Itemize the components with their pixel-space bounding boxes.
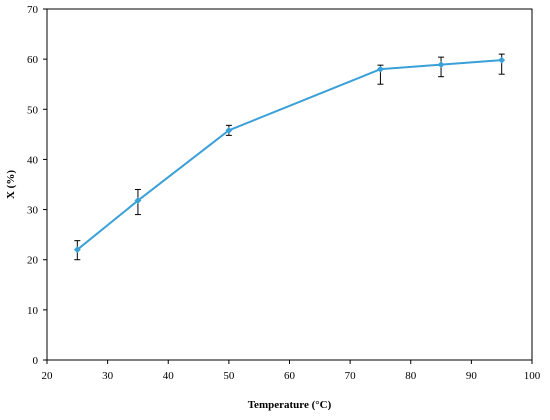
- y-tick-label: 60: [27, 54, 39, 66]
- x-tick-label: 70: [345, 370, 357, 382]
- y-tick-label: 30: [27, 205, 39, 217]
- x-tick-label: 100: [524, 370, 541, 382]
- x-tick-label: 40: [163, 370, 175, 382]
- y-tick-label: 70: [27, 4, 39, 16]
- x-tick-label: 90: [466, 370, 478, 382]
- x-tick-label: 30: [102, 370, 114, 382]
- x-tick-label: 60: [284, 370, 296, 382]
- y-tick-label: 40: [27, 154, 39, 166]
- y-tick-label: 10: [27, 305, 39, 317]
- error-bars: [74, 53, 505, 261]
- data-point: [225, 126, 233, 134]
- data-point: [134, 196, 142, 205]
- series-line: [76, 59, 502, 251]
- data-point: [376, 65, 384, 73]
- axes: 20 30 40 50 60 70 80 90 100 0 10 20 30 40 50 60 70: [27, 4, 541, 382]
- data-point: [437, 61, 445, 69]
- data-point: [498, 56, 506, 64]
- plot-frame: [46, 8, 533, 361]
- x-axis-title: Temperature (°C): [248, 399, 332, 411]
- x-tick-label: 50: [223, 370, 235, 382]
- x-tick-label: 20: [42, 370, 54, 382]
- x-tick-label: 80: [405, 370, 417, 382]
- y-tick-label: 20: [27, 255, 39, 267]
- y-tick-label: 50: [27, 104, 39, 116]
- y-tick-label: 0: [33, 355, 39, 367]
- series-layer: [73, 56, 506, 254]
- data-point: [73, 246, 81, 254]
- y-axis-title: X (%): [5, 170, 17, 199]
